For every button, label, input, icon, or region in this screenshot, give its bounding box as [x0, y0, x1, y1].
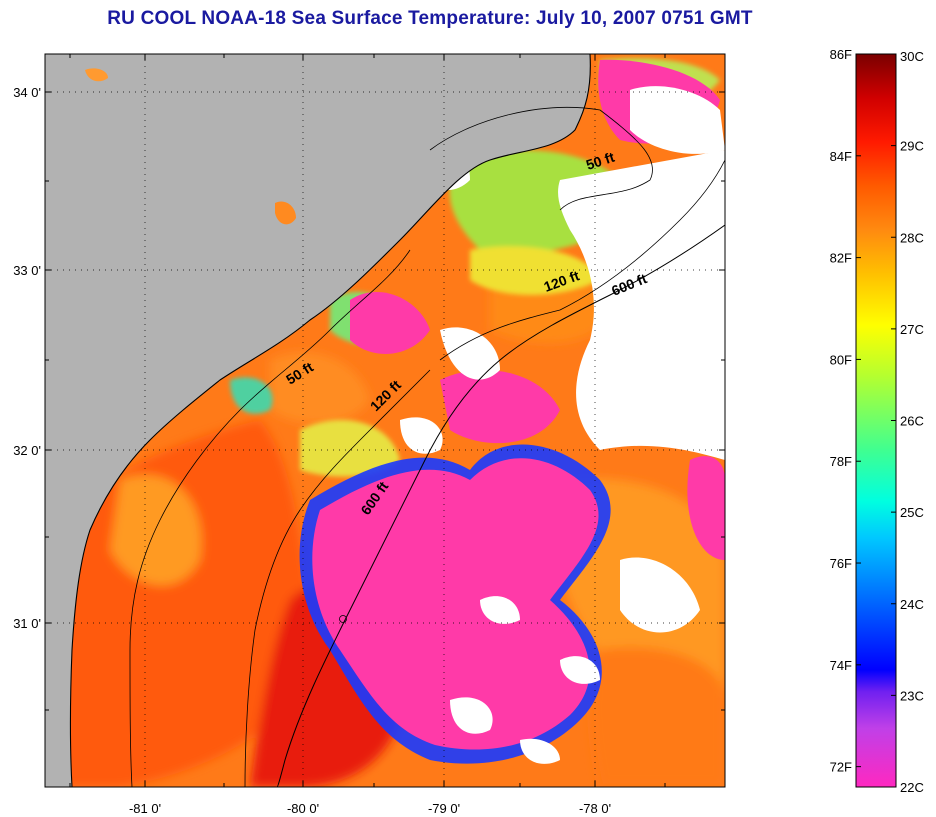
fahrenheit-scale: 86F 84F 82F 80F 78F 76F 74F 72F [830, 47, 861, 775]
fahrenheit-label: 82F [830, 251, 852, 266]
isobath-50ft-contour [129, 107, 653, 787]
lat-tick-label: 33 0' [13, 263, 41, 278]
lat-tick-label: 31 0' [13, 616, 41, 631]
coastline [69, 54, 591, 787]
celsius-label: 29C [900, 139, 924, 154]
lon-tick-label: -81 0' [129, 801, 161, 816]
celsius-label: 28C [900, 230, 924, 245]
celsius-label: 26C [900, 414, 924, 429]
inland-lake-patch [275, 201, 296, 225]
fahrenheit-label: 72F [830, 760, 852, 775]
celsius-label: 24C [900, 597, 924, 612]
lon-tick-label: -79 0' [428, 801, 460, 816]
lon-tick-label: -78 0' [579, 801, 611, 816]
latitude-tick-labels: 34 0' 33 0' 32 0' 31 0' [13, 85, 41, 631]
celsius-scale: 30C 29C 28C 27C 26C 25C 24C 23C 22C [891, 49, 924, 795]
celsius-label: 23C [900, 688, 924, 703]
inland-lake-patch [85, 68, 108, 82]
celsius-label: 25C [900, 505, 924, 520]
fahrenheit-label: 76F [830, 556, 852, 571]
land-mass [45, 54, 591, 787]
lat-tick-label: 32 0' [13, 443, 41, 458]
colorbar-gradient [856, 54, 896, 787]
isobath-600ft-contour [276, 224, 725, 787]
celsius-label: 27C [900, 322, 924, 337]
fahrenheit-label: 86F [830, 47, 852, 62]
temperature-colorbar: 30C 29C 28C 27C 26C 25C 24C 23C 22C 86F 84F 82F 80F… [830, 47, 924, 795]
map-frame-ticks [45, 54, 725, 787]
celsius-label: 30C [900, 49, 924, 64]
fahrenheit-label: 84F [830, 149, 852, 164]
longitude-tick-labels: -81 0' -80 0' -79 0' -78 0' [129, 801, 611, 816]
lat-tick-label: 34 0' [13, 85, 41, 100]
fahrenheit-label: 74F [830, 658, 852, 673]
isobath-120ft-contour [244, 159, 725, 787]
map-frame [44, 53, 726, 788]
celsius-label: 22C [900, 780, 924, 795]
graticule [45, 54, 725, 787]
fahrenheit-label: 78F [830, 454, 852, 469]
fahrenheit-label: 80F [830, 352, 852, 367]
cold-water-field [62, 59, 725, 764]
map-panel: 50 ft 120 ft 600 ft 50 ft 120 ft 600 ft [45, 54, 725, 787]
station-marker-icon [339, 615, 347, 623]
lon-tick-label: -80 0' [287, 801, 319, 816]
map-title: RU COOL NOAA-18 Sea Surface Temperature:… [107, 8, 753, 29]
